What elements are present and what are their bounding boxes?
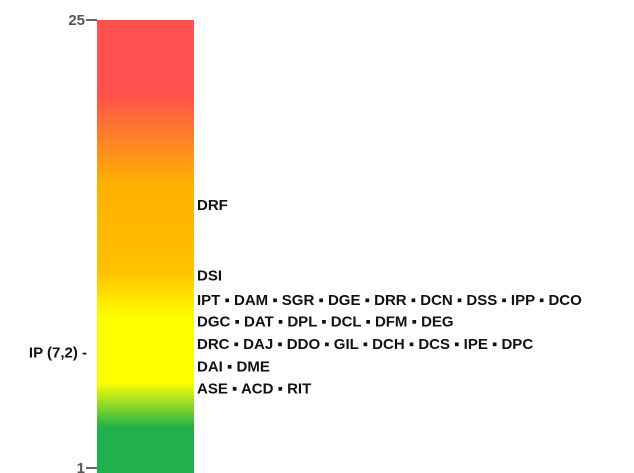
group-label: DRC ▪ DAJ ▪ DDO ▪ GIL ▪ DCH ▪ DCS ▪ IPE … xyxy=(197,336,533,353)
group-labels: DRF DSI IPT ▪ DAM ▪ SGR ▪ DGE ▪ DRR ▪ DCN … xyxy=(197,197,582,398)
group-label: DSI xyxy=(197,268,222,285)
marker-label: IP (7,2) - xyxy=(29,344,87,361)
gradient-bar xyxy=(97,20,194,473)
y-tick-label: 1 xyxy=(77,460,85,473)
group-label: DAI ▪ DME xyxy=(197,358,270,375)
y-tick-label: 25 xyxy=(68,12,85,29)
group-label: DGC ▪ DAT ▪ DPL ▪ DCL ▪ DFM ▪ DEG xyxy=(197,313,454,330)
group-label: IPT ▪ DAM ▪ SGR ▪ DGE ▪ DRR ▪ DCN ▪ DSS … xyxy=(197,292,582,309)
group-label: ASE ▪ ACD ▪ RIT xyxy=(197,381,311,398)
y-axis-ticks: 25 1 xyxy=(68,12,97,473)
group-label: DRF xyxy=(197,197,228,214)
